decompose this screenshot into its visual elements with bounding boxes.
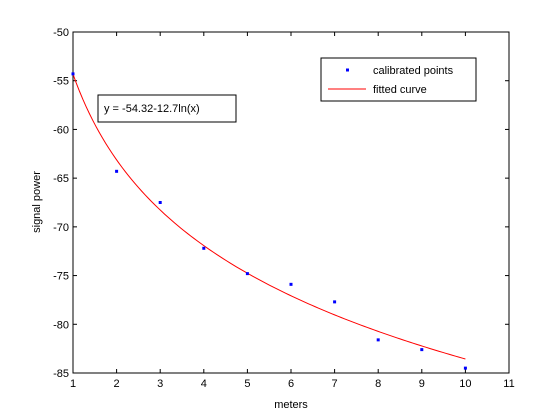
x-axis-tick-labels: 1 2 3 4 5 6 7 8 9 10 11 (70, 378, 515, 390)
calibrated-points-series (71, 72, 467, 370)
x-tick-label: 8 (375, 378, 381, 390)
annotation-equation: y = -54.32-12.7ln(x) (104, 103, 200, 115)
x-tick-label: 1 (70, 378, 76, 390)
calibrated-point (289, 282, 293, 286)
x-tick-label: 11 (503, 378, 514, 390)
y-tick-label: -75 (53, 271, 69, 283)
x-tick-label: 3 (157, 378, 163, 390)
annotation-box: y = -54.32-12.7ln(x) (97, 94, 237, 123)
legend-label-points: calibrated points (373, 65, 454, 77)
calibrated-point (115, 169, 119, 173)
x-tick-label: 5 (244, 378, 250, 390)
legend-marker-points (346, 68, 349, 72)
calibrated-point (376, 338, 380, 342)
y-tick-label: -60 (53, 124, 69, 136)
legend: calibrated points fitted curve (320, 57, 477, 102)
calibrated-point (158, 201, 162, 204)
legend-frame (320, 57, 477, 102)
y-tick-label: -65 (53, 173, 69, 185)
y-tick-label: -70 (53, 222, 69, 234)
calibrated-point (71, 72, 75, 76)
x-tick-label: 7 (332, 378, 338, 390)
y-tick-label: -50 (53, 27, 69, 39)
y-tick-label: -55 (53, 76, 69, 88)
y-tick-label: -85 (53, 368, 69, 380)
calibrated-point (463, 366, 467, 370)
x-tick-label: 6 (288, 378, 294, 390)
y-axis-tick-labels: -50 -55 -60 -65 -70 -75 -80 -85 (53, 27, 69, 380)
x-axis-label: meters (274, 399, 308, 411)
x-tick-label: 4 (201, 378, 207, 390)
y-tick-label: -80 (53, 319, 69, 331)
x-tick-label: 9 (419, 378, 425, 390)
fitted-curve-line (72, 73, 466, 360)
calibrated-point (202, 246, 206, 250)
annotation-frame (97, 94, 237, 123)
x-tick-label: 2 (114, 378, 120, 390)
calibrated-point (333, 300, 337, 304)
x-axis-ticks (72, 32, 510, 373)
legend-label-curve: fitted curve (373, 84, 427, 96)
y-axis-label: signal power (31, 171, 43, 233)
y-axis-ticks (73, 31, 509, 374)
x-tick-label: 10 (459, 378, 471, 390)
calibrated-point (420, 348, 424, 352)
calibrated-point (245, 272, 249, 276)
